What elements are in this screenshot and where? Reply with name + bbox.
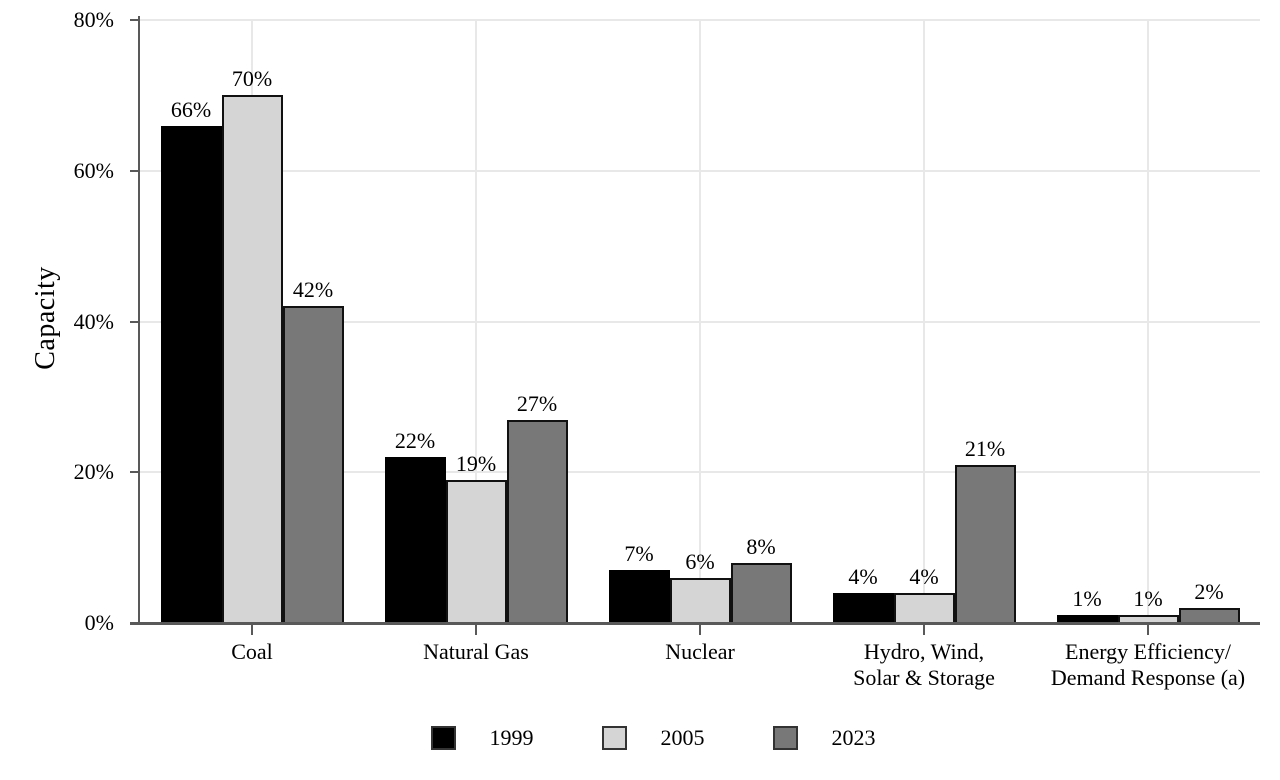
legend-item: 2023	[772, 725, 876, 751]
y-axis-title: Capacity	[30, 266, 61, 370]
bar-value-label: 66%	[170, 96, 212, 122]
x-tick-mark	[923, 625, 925, 635]
y-tick-mark	[130, 169, 139, 172]
bar	[445, 479, 507, 623]
legend-label: 1999	[489, 725, 534, 750]
bar	[506, 419, 568, 623]
legend-label: 2005	[660, 725, 705, 750]
bar-value-label: 7%	[624, 541, 654, 567]
bar	[1117, 615, 1179, 623]
y-tick-label: 0%	[84, 610, 114, 635]
x-axis-line	[130, 622, 1260, 625]
bar	[282, 306, 344, 623]
y-tick-label: 60%	[73, 157, 114, 183]
category-label: Natural Gas	[423, 639, 529, 664]
y-tick-mark	[130, 622, 139, 624]
gridline-vertical	[475, 20, 477, 623]
legend-swatch	[430, 726, 456, 750]
bar	[221, 95, 283, 623]
bar-value-label: 19%	[455, 450, 497, 476]
bar-value-label: 2%	[1194, 578, 1224, 604]
bar-value-label: 21%	[964, 435, 1006, 461]
y-tick-mark	[130, 19, 139, 21]
plot-area: 66% 22% 7% 4% 1% 70% 19% 6% 4% 1% 42% 27% 8% 21% 2%	[140, 19, 1260, 623]
x-tick-mark	[1147, 625, 1149, 635]
y-axis-line	[138, 16, 140, 625]
bar-value-label: 8%	[746, 533, 776, 559]
bar	[832, 592, 894, 623]
category-label: Coal	[231, 639, 273, 664]
bar-value-label: 4%	[848, 563, 878, 589]
bar	[1056, 615, 1118, 623]
bar	[160, 125, 222, 623]
category-label: Nuclear	[665, 639, 735, 664]
bar-value-label: 70%	[231, 66, 273, 92]
y-tick-mark	[130, 471, 139, 474]
bar	[384, 457, 446, 623]
bar	[669, 577, 731, 623]
bar	[608, 570, 670, 623]
y-tick-label: 40%	[73, 308, 114, 334]
y-tick-label: 20%	[73, 459, 114, 485]
gridline-vertical	[1147, 20, 1149, 623]
bar	[1178, 607, 1240, 623]
x-tick-mark	[475, 625, 477, 635]
gridline-vertical	[923, 20, 925, 623]
bar-value-label: 1%	[1072, 586, 1102, 612]
category-label: Energy Efficiency/ Demand Response (a)	[1050, 639, 1246, 690]
legend: 1999 2005 2023	[26, 725, 1280, 751]
legend-label: 2023	[831, 725, 876, 750]
bar-value-label: 1%	[1133, 586, 1163, 612]
legend-item: 1999	[430, 725, 534, 751]
legend-item: 2005	[601, 725, 705, 751]
bar-value-label: 22%	[394, 428, 436, 454]
bar	[954, 464, 1016, 623]
x-tick-mark	[251, 625, 253, 635]
bar-value-label: 4%	[909, 563, 939, 589]
legend-swatch	[772, 726, 798, 750]
bar-value-label: 27%	[516, 390, 558, 416]
bar-value-label: 6%	[685, 548, 715, 574]
y-tick-label: 80%	[73, 7, 114, 32]
bar-value-label: 42%	[292, 277, 334, 303]
legend-swatch	[601, 726, 627, 750]
x-tick-mark	[699, 625, 701, 635]
gridline-vertical	[699, 20, 701, 623]
bar	[730, 562, 792, 623]
y-tick-mark	[130, 320, 139, 323]
bar	[893, 592, 955, 623]
category-label: Hydro, Wind, Solar & Storage	[853, 639, 995, 690]
